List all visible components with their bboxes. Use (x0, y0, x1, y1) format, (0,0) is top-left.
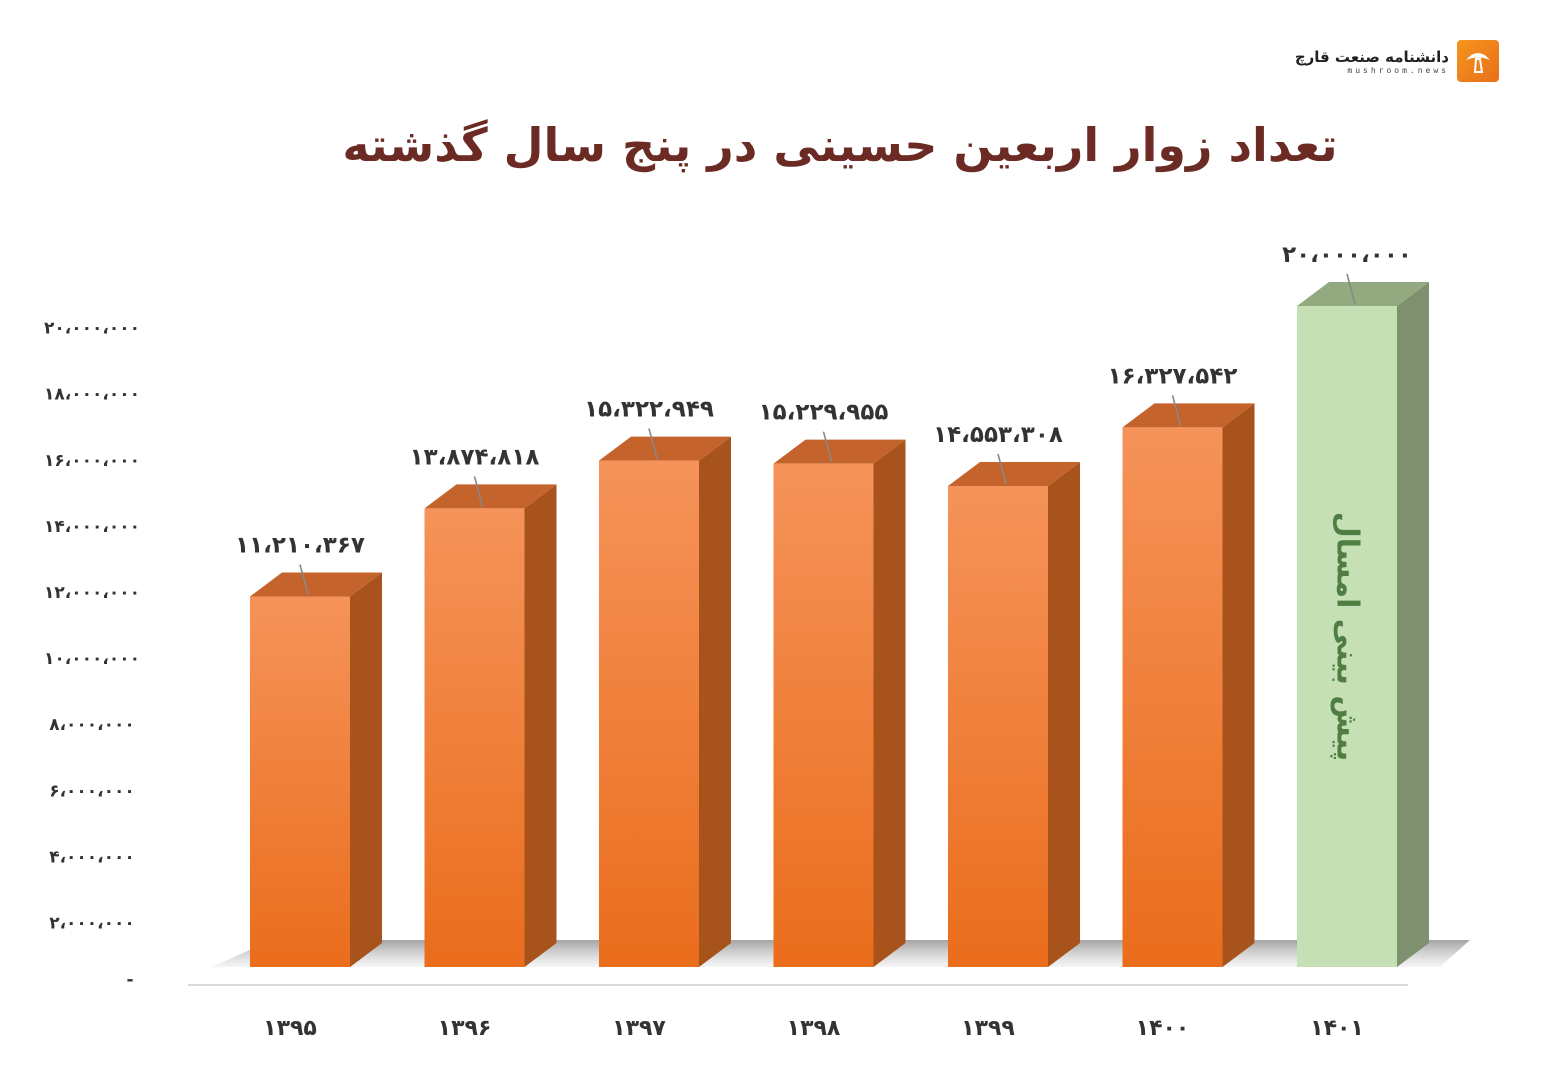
bar (1122, 403, 1255, 967)
label-leader-line (648, 428, 658, 459)
category-label: ۱۳۹۷ (612, 1016, 666, 1041)
y-tick-label: ۸،۰۰۰،۰۰۰ (49, 715, 135, 735)
bar-front (424, 508, 525, 967)
y-tick-label: ۱۴،۰۰۰،۰۰۰ (44, 517, 140, 537)
y-tick-label: ۱۶،۰۰۰،۰۰۰ (44, 451, 140, 471)
label-leader-line (997, 453, 1007, 485)
bar-top (1297, 282, 1429, 306)
bar-side (1048, 462, 1080, 967)
bar-front (599, 460, 699, 967)
category-label: ۱۴۰۱ (1310, 1016, 1364, 1041)
brand-logo: دانشنامه صنعت قارچ mushroom.news (1295, 40, 1499, 82)
bar (424, 484, 557, 967)
label-leader-line (1346, 273, 1356, 305)
data-label: ۱۵،۲۲۹،۹۵۵ (759, 400, 889, 426)
mushroom-logo-icon (1457, 40, 1499, 82)
bar (773, 439, 906, 967)
bar-front (1122, 427, 1223, 967)
y-tick-label: ۱۰،۰۰۰،۰۰۰ (44, 649, 140, 669)
chart-title: تعداد زوار اربعین حسینی در پنج سال گذشته (342, 118, 1338, 172)
bar-side (1222, 403, 1255, 967)
bar-side (1397, 282, 1429, 967)
brand-text: دانشنامه صنعت قارچ mushroom.news (1295, 48, 1449, 75)
data-label: ۱۱،۲۱۰،۳۶۷ (235, 532, 365, 558)
category-label: ۱۳۹۸ (787, 1016, 841, 1041)
bar-top (424, 484, 557, 509)
bar-top (773, 439, 906, 464)
label-leader-line (299, 564, 309, 595)
y-tick-label: - (126, 970, 133, 990)
data-label: ۱۳،۸۷۴،۸۱۸ (410, 444, 540, 470)
bar-side (350, 572, 382, 967)
bar-front (250, 596, 350, 967)
brand-domain: mushroom.news (1347, 65, 1449, 75)
bar-side (873, 439, 906, 967)
label-leader-line (1171, 395, 1182, 426)
y-tick-label: ۱۲،۰۰۰،۰۰۰ (44, 583, 140, 603)
data-label: ۲۰،۰۰۰،۰۰۰ (1282, 242, 1412, 268)
y-tick-label: ۱۸،۰۰۰،۰۰۰ (44, 385, 140, 405)
category-label: ۱۳۹۵ (263, 1016, 317, 1041)
bar-front (773, 463, 874, 967)
bar-top (250, 572, 382, 597)
bar-side (699, 436, 731, 967)
bar (599, 436, 731, 967)
forecast-label: پیش بینی امسال (1330, 512, 1365, 762)
label-leader-line (822, 431, 833, 462)
bar (250, 572, 382, 967)
y-tick-label: ۴،۰۰۰،۰۰۰ (49, 847, 135, 867)
brand-name: دانشنامه صنعت قارچ (1294, 47, 1449, 66)
data-label: ۱۵،۳۲۲،۹۴۹ (584, 397, 714, 423)
bar-front (1297, 306, 1397, 967)
bar-top (948, 462, 1080, 487)
y-tick-label: ۶،۰۰۰،۰۰۰ (49, 781, 135, 801)
category-label: ۱۳۹۶ (438, 1016, 492, 1041)
label-leader-line (473, 476, 484, 507)
bar-side (524, 484, 557, 967)
y-tick-label: ۲۰،۰۰۰،۰۰۰ (44, 319, 140, 339)
bar (948, 462, 1080, 967)
y-tick-label: ۲،۰۰۰،۰۰۰ (49, 914, 135, 934)
data-label: ۱۶،۳۲۷،۵۴۲ (1108, 363, 1238, 389)
data-label: ۱۴،۵۵۳،۳۰۸ (933, 422, 1063, 448)
bar-top (1122, 403, 1255, 428)
category-label: ۱۳۹۹ (961, 1016, 1015, 1041)
category-label: ۱۴۰۰ (1136, 1016, 1190, 1041)
bar-front (948, 486, 1048, 967)
forecast-bar (1297, 282, 1429, 967)
bar-top (599, 436, 731, 461)
